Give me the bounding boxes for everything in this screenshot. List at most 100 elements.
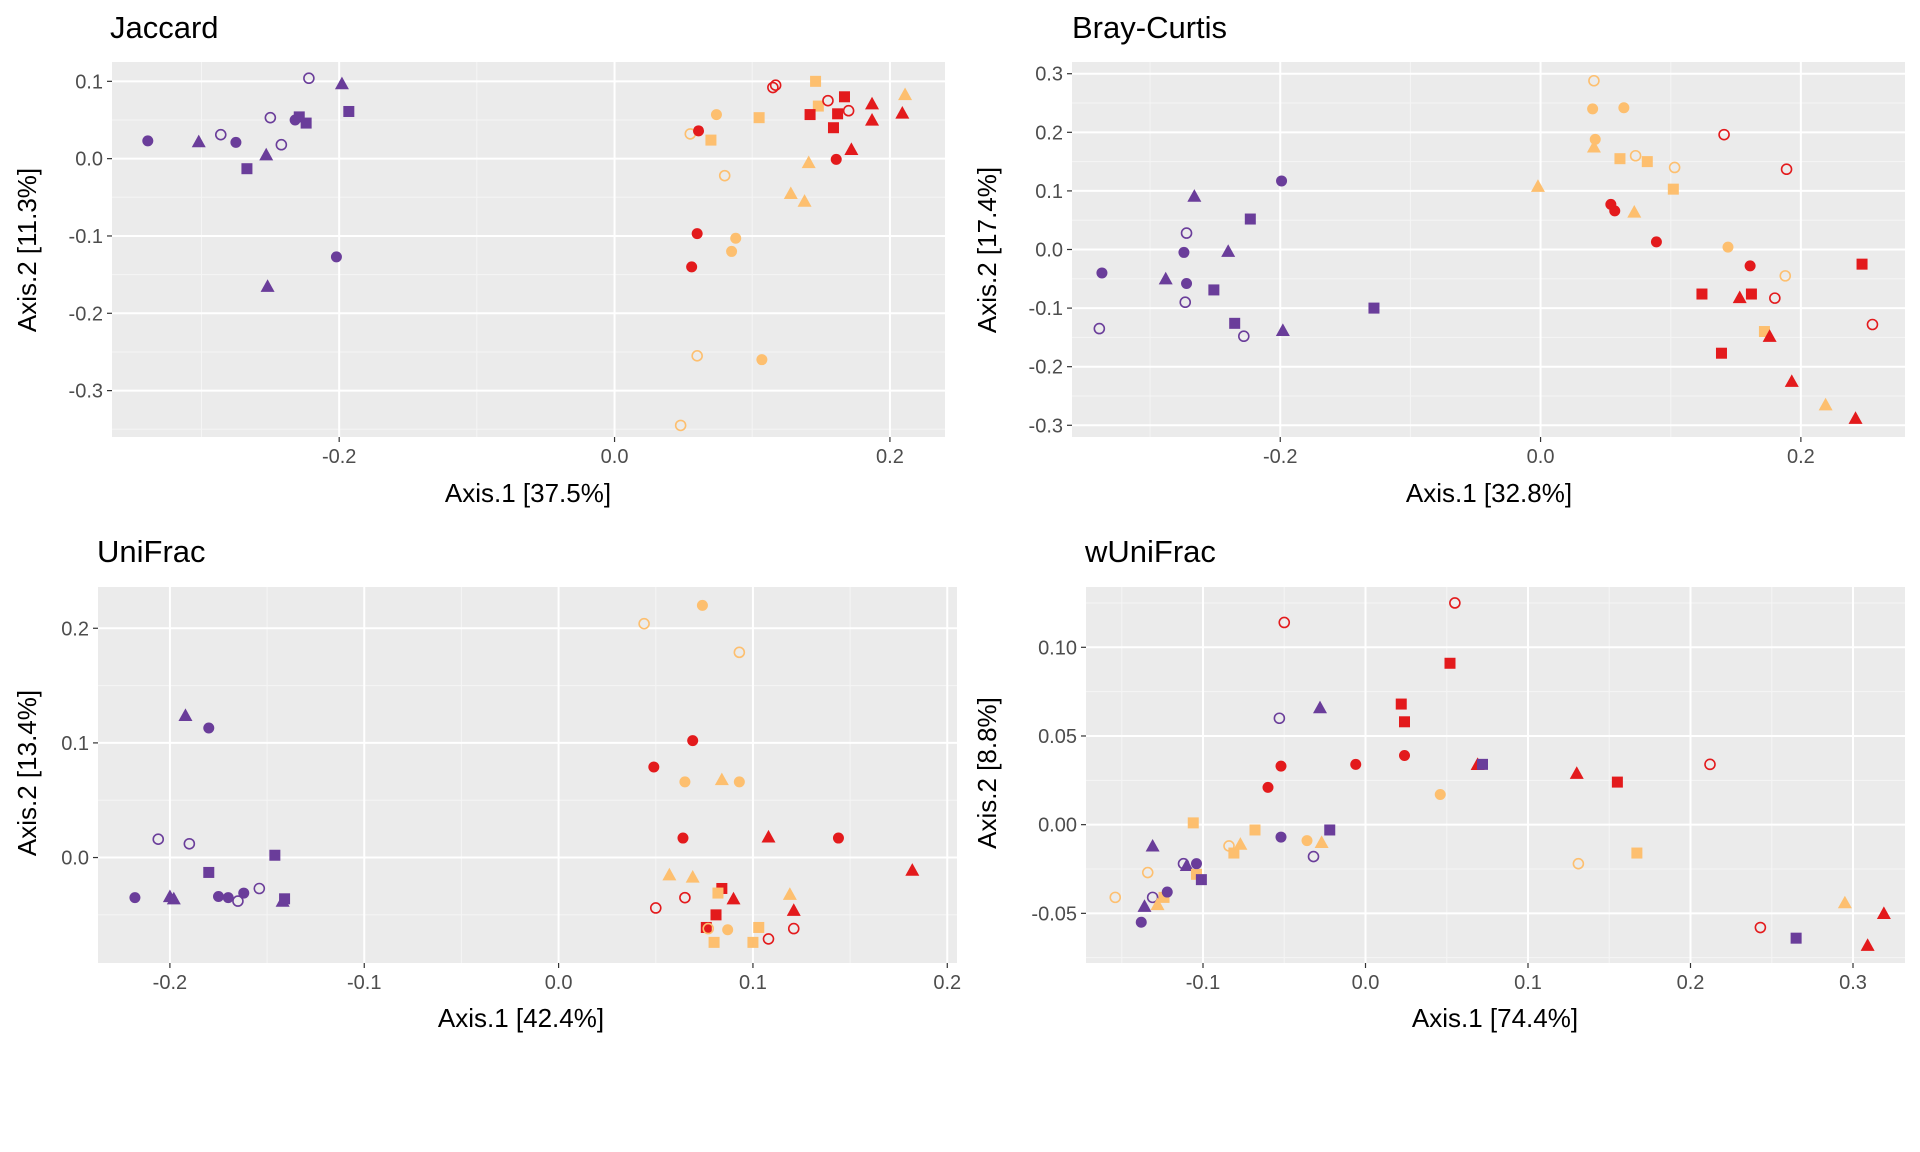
data-point-dot xyxy=(1744,260,1756,272)
data-point-dot xyxy=(1722,241,1734,253)
data-point-square xyxy=(747,936,759,948)
data-point-dot xyxy=(733,776,745,788)
data-point-triangle xyxy=(1876,906,1891,919)
data-point-circle xyxy=(1307,850,1320,863)
data-point-dot xyxy=(1650,236,1662,248)
data-point-dot xyxy=(1587,103,1599,115)
data-point-circle xyxy=(702,922,715,935)
data-point-triangle xyxy=(1627,205,1642,218)
data-point-dot xyxy=(238,887,250,899)
data-point-square xyxy=(1715,347,1727,359)
data-point-circle xyxy=(1668,161,1681,174)
data-point-triangle xyxy=(726,891,741,905)
x-tick-label: -0.1 xyxy=(1186,972,1220,994)
y-tick-label: 0.0 xyxy=(75,149,103,171)
data-point-triangle xyxy=(1179,858,1194,872)
data-point-dot xyxy=(129,892,141,904)
x-tick-label: 0.2 xyxy=(933,972,961,994)
x-axis-title: Axis.1 [37.5%] xyxy=(445,478,611,508)
data-point-square xyxy=(1614,153,1626,165)
data-point-triangle xyxy=(166,891,181,905)
x-tick-label: 0.0 xyxy=(545,972,573,994)
data-point-square xyxy=(1399,716,1410,728)
data-point-circle xyxy=(649,902,662,914)
data-point-dot xyxy=(722,924,734,936)
data-point-triangle xyxy=(1569,766,1584,779)
data-point-triangle xyxy=(1150,897,1165,911)
data-point-dot xyxy=(1434,789,1446,801)
panel-title: UniFrac xyxy=(97,534,206,569)
y-tick-label: 0.1 xyxy=(75,71,103,93)
data-point-square xyxy=(1477,758,1488,770)
data-point-square xyxy=(1611,776,1623,788)
data-point-triangle xyxy=(844,142,859,155)
data-point-square xyxy=(1244,213,1256,225)
data-point-triangle xyxy=(685,870,700,883)
data-point-circle xyxy=(232,895,244,907)
x-tick-label: -0.2 xyxy=(322,446,356,468)
data-point-dot xyxy=(1589,133,1601,145)
data-point-triangle xyxy=(1233,837,1248,850)
data-point-triangle xyxy=(714,772,729,786)
data-point-circle xyxy=(1238,330,1250,343)
data-point-circle xyxy=(1180,227,1193,239)
data-point-dot xyxy=(1275,760,1287,772)
data-point-dot xyxy=(1301,835,1313,847)
data-point-square xyxy=(1641,156,1653,168)
data-point-circle xyxy=(1572,857,1585,870)
data-point-triangle xyxy=(1818,397,1833,411)
panel-background xyxy=(1086,587,1905,963)
x-tick-label: 0.0 xyxy=(601,446,629,468)
data-point-triangle xyxy=(761,829,776,843)
data-point-dot xyxy=(1161,886,1173,898)
plot-area: -0.2 0.0 0.2 -0.3 -0.2 -0.1 0.0 0.1 0.2 0.3 xyxy=(1029,62,1905,468)
data-point-dot xyxy=(1609,205,1621,217)
data-point-dot xyxy=(756,354,768,366)
data-point-circle xyxy=(1449,597,1461,609)
x-axis-title: Axis.1 [32.8%] xyxy=(1406,478,1572,508)
data-point-dot xyxy=(330,251,342,263)
x-tick-label: 0.0 xyxy=(1352,972,1380,994)
data-point-square xyxy=(712,887,724,899)
data-point-circle xyxy=(1278,616,1291,629)
data-point-square xyxy=(1249,824,1261,836)
data-point-dot xyxy=(693,125,705,137)
data-point-square xyxy=(710,909,722,921)
data-point-dot xyxy=(1191,858,1202,870)
x-tick-label: 0.1 xyxy=(739,972,767,994)
data-point-triangle xyxy=(662,867,677,881)
panel-title: Jaccard xyxy=(110,10,219,45)
bray-curtis-panel: -0.2 0.0 0.2 -0.3 -0.2 -0.1 0.0 0.1 0.2 0.3 Bray-… xyxy=(972,10,1905,508)
data-point-triangle xyxy=(905,863,920,876)
data-point-circle xyxy=(691,350,703,362)
data-point-square xyxy=(343,105,355,117)
data-point-circle xyxy=(303,72,315,85)
data-point-circle xyxy=(1093,322,1106,335)
data-point-square xyxy=(1667,183,1679,195)
data-point-circle xyxy=(1179,296,1192,309)
data-point-triangle xyxy=(1314,835,1329,848)
x-tick-label: 0.2 xyxy=(1787,446,1815,468)
data-point-circle xyxy=(1141,866,1154,879)
x-axis-title: Axis.1 [74.4%] xyxy=(1412,1003,1578,1033)
x-tick-label: -0.1 xyxy=(347,972,381,994)
plot-area: -0.2 0.0 0.2 -0.3 -0.2 -0.1 0.0 0.1 xyxy=(69,62,945,468)
jaccard-panel: -0.2 0.0 0.2 -0.3 -0.2 -0.1 0.0 0.1 Jaccard Axi… xyxy=(12,10,945,508)
data-point-triangle xyxy=(1848,411,1863,424)
y-tick-label: -0.1 xyxy=(1029,298,1063,320)
data-point-triangle xyxy=(786,903,801,916)
data-point-square xyxy=(1187,817,1199,829)
data-point-circle xyxy=(1718,128,1730,141)
y-tick-label: 0.05 xyxy=(1038,726,1077,748)
data-points xyxy=(129,599,920,948)
data-point-dot xyxy=(830,153,842,165)
data-point-triangle xyxy=(797,194,812,207)
data-point-dot xyxy=(222,892,234,904)
data-point-circle xyxy=(674,419,687,432)
data-point-triangle xyxy=(1530,179,1545,192)
data-point-square xyxy=(1324,824,1336,836)
data-point-circle xyxy=(1779,270,1792,282)
plot-area: -0.2 -0.1 0.0 0.1 0.2 0.0 0.1 0.2 xyxy=(61,587,961,994)
data-point-triangle xyxy=(1275,323,1290,336)
data-point-square xyxy=(705,134,717,146)
